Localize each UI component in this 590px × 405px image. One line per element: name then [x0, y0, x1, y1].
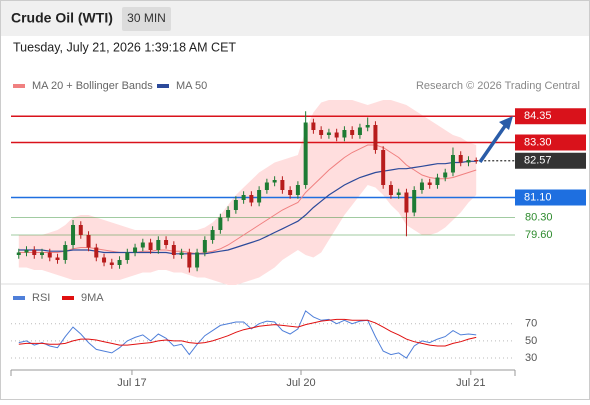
candle-body [210, 230, 215, 240]
candle-body [443, 172, 448, 178]
candle-body [47, 252, 52, 258]
candle-body [156, 240, 161, 250]
current-price-box [515, 152, 586, 169]
candle-body [342, 130, 347, 138]
legend-label: MA 50 [176, 80, 207, 92]
legend-label: 9MA [81, 292, 104, 304]
candle-body [40, 252, 45, 255]
legend-swatch [13, 84, 25, 88]
credit: Research © 2026 Trading Central [416, 80, 580, 92]
candle-body [24, 250, 29, 253]
candle-body [202, 240, 207, 253]
x-tick-label: Jul 20 [286, 377, 315, 389]
x-tick-label: Jul 21 [456, 377, 485, 389]
candle-body [458, 155, 463, 163]
candle-body [195, 252, 200, 268]
candle-body [295, 185, 300, 195]
legend-swatch [62, 296, 74, 300]
candle-body [396, 192, 401, 195]
level-box [515, 189, 586, 206]
candle-body [311, 122, 316, 130]
candle-body [412, 190, 417, 213]
candle-body [71, 225, 76, 245]
current-price-label: 82.57 [524, 155, 552, 167]
candle-body [257, 190, 262, 203]
candle-body [357, 127, 362, 135]
candle-body [102, 257, 107, 263]
candle-body [125, 252, 130, 260]
candle-body [187, 252, 192, 268]
candle-body [117, 260, 122, 265]
candle-body [272, 180, 277, 183]
forecast-arrowhead [499, 116, 513, 130]
candle-body [264, 182, 269, 190]
candle-body [303, 122, 308, 185]
candle-body [171, 245, 176, 255]
level-label: 83.30 [524, 136, 552, 148]
legend-label: RSI [32, 292, 50, 304]
y-tick-label: 30 [525, 352, 537, 364]
candle-body [233, 200, 238, 210]
timestamp: Tuesday, July 21, 2026 1:39:18 AM CET [13, 40, 236, 54]
candle-body [94, 247, 99, 258]
candle-body [474, 160, 479, 161]
candle-body [381, 150, 386, 185]
candle-body [241, 195, 246, 200]
title: Crude Oil (WTI) [11, 10, 113, 26]
candle-body [288, 190, 293, 195]
candle-body [466, 160, 471, 163]
header-bar [1, 1, 589, 36]
candle-body [140, 242, 145, 248]
candle-body [164, 240, 169, 245]
candle-body [450, 155, 455, 173]
timeframe: 30 MIN [127, 11, 166, 25]
candle-body [388, 185, 393, 195]
candle-body [373, 125, 378, 150]
candle-body [109, 262, 114, 265]
candle-body [133, 247, 138, 253]
candle-body [350, 130, 355, 135]
level-label: 84.35 [524, 110, 552, 122]
candle-body [427, 182, 432, 185]
candle-body [249, 195, 254, 203]
candle-body [63, 245, 68, 260]
candle-body [419, 182, 424, 190]
bollinger-band [18, 100, 477, 285]
level-label: 80.30 [525, 211, 553, 223]
series-line [18, 310, 477, 359]
y-tick-label: 70 [525, 318, 537, 330]
forecast-arrow [478, 125, 507, 163]
candle-body [326, 132, 331, 135]
level-label: 81.10 [524, 191, 552, 203]
candle-body [226, 210, 231, 218]
candle-body [334, 132, 339, 138]
candle-body [365, 125, 370, 128]
y-tick-label: 50 [525, 335, 537, 347]
candle-body [86, 235, 91, 248]
candle-body [218, 217, 223, 230]
legend-swatch [13, 296, 25, 300]
candle-body [280, 180, 285, 190]
candle-body [32, 250, 37, 255]
level-box [515, 108, 586, 125]
candle-body [78, 225, 83, 235]
legend-label: MA 20 + Bollinger Bands [32, 80, 153, 92]
candle-body [16, 252, 21, 255]
level-box [515, 134, 586, 151]
candle-body [55, 257, 60, 260]
candle-body [179, 252, 184, 255]
x-tick-label: Jul 17 [117, 377, 146, 389]
timeframe-badge [122, 7, 171, 31]
level-label: 79.60 [525, 229, 553, 241]
series-line [18, 318, 477, 347]
legend-swatch [157, 84, 169, 88]
candle-body [404, 192, 409, 213]
candle-body [319, 130, 324, 135]
candle-body [148, 242, 153, 250]
candle-body [435, 177, 440, 185]
plot-layer: 84.35 83.30 82.57 81.10 80.30 79.60 MA 20 + Bo… [10, 80, 586, 389]
